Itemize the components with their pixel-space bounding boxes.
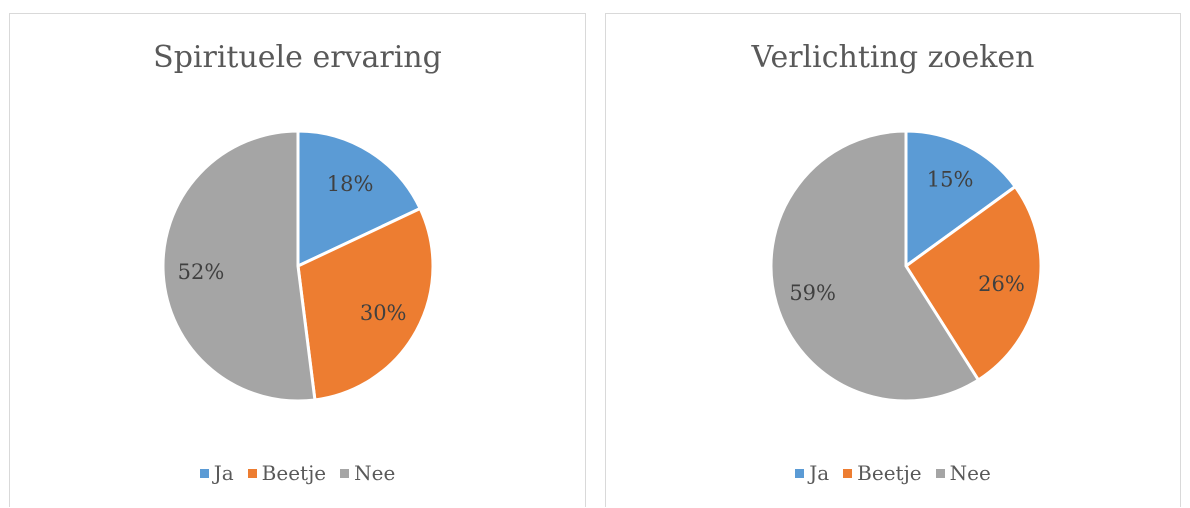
legend-swatch-nee — [340, 468, 350, 478]
chart-panel-spirituele-ervaring: Spirituele ervaring 18% 30% 52% Ja Beetje … — [9, 13, 586, 507]
chart-title: Verlichting zoeken — [751, 40, 1035, 75]
legend-item-ja: Ja — [199, 461, 234, 485]
legend-swatch-ja — [795, 468, 805, 478]
legend-item-ja: Ja — [795, 461, 829, 485]
legend-item-beetje: Beetje — [843, 461, 922, 485]
data-label-beetje: 30% — [360, 301, 407, 325]
pie-slice-ja — [296, 129, 423, 269]
legend-label: Ja — [809, 461, 830, 485]
legend-item-nee: Nee — [340, 461, 395, 485]
data-label-beetje: 26% — [978, 272, 1025, 296]
data-label-nee: 59% — [789, 281, 836, 305]
legend-label: Nee — [949, 461, 991, 485]
pie-slice-beetje — [903, 184, 1043, 383]
legend-label: Beetje — [857, 461, 922, 485]
legend-swatch-beetje — [247, 468, 257, 478]
pie-chart: 18% 30% 52% — [161, 129, 435, 403]
legend-item-beetje: Beetje — [247, 461, 327, 485]
pie-chart: 15% 26% 59% — [769, 129, 1043, 403]
pie-slice-ja — [904, 129, 1018, 269]
legend: Ja Beetje Nee — [10, 461, 585, 485]
pie-slice-nee — [769, 129, 981, 403]
pie-slice-beetje — [296, 206, 435, 402]
legend-swatch-ja — [199, 468, 209, 478]
legend-swatch-beetje — [843, 468, 853, 478]
pie-slice-nee — [161, 129, 317, 403]
legend: Ja Beetje Nee — [606, 461, 1180, 485]
chart-title: Spirituele ervaring — [153, 40, 442, 75]
legend-label: Ja — [213, 461, 234, 485]
data-label-ja: 18% — [327, 172, 374, 196]
chart-panel-verlichting-zoeken: Verlichting zoeken 15% 26% 59% Ja Beetje N… — [605, 13, 1181, 507]
data-label-ja: 15% — [927, 167, 974, 191]
legend-item-nee: Nee — [935, 461, 991, 485]
data-label-nee: 52% — [178, 260, 225, 284]
legend-label: Nee — [354, 461, 396, 485]
legend-swatch-nee — [935, 468, 945, 478]
legend-label: Beetje — [261, 461, 327, 485]
